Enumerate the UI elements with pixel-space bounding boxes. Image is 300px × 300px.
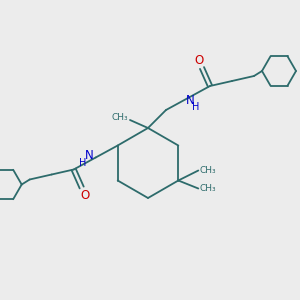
- Text: H: H: [192, 102, 200, 112]
- Text: N: N: [85, 149, 94, 162]
- Text: N: N: [186, 94, 194, 106]
- Text: O: O: [194, 53, 204, 67]
- Text: CH₃: CH₃: [112, 113, 128, 122]
- Text: H: H: [79, 158, 86, 169]
- Text: CH₃: CH₃: [200, 184, 217, 193]
- Text: CH₃: CH₃: [200, 166, 217, 175]
- Text: O: O: [80, 189, 89, 202]
